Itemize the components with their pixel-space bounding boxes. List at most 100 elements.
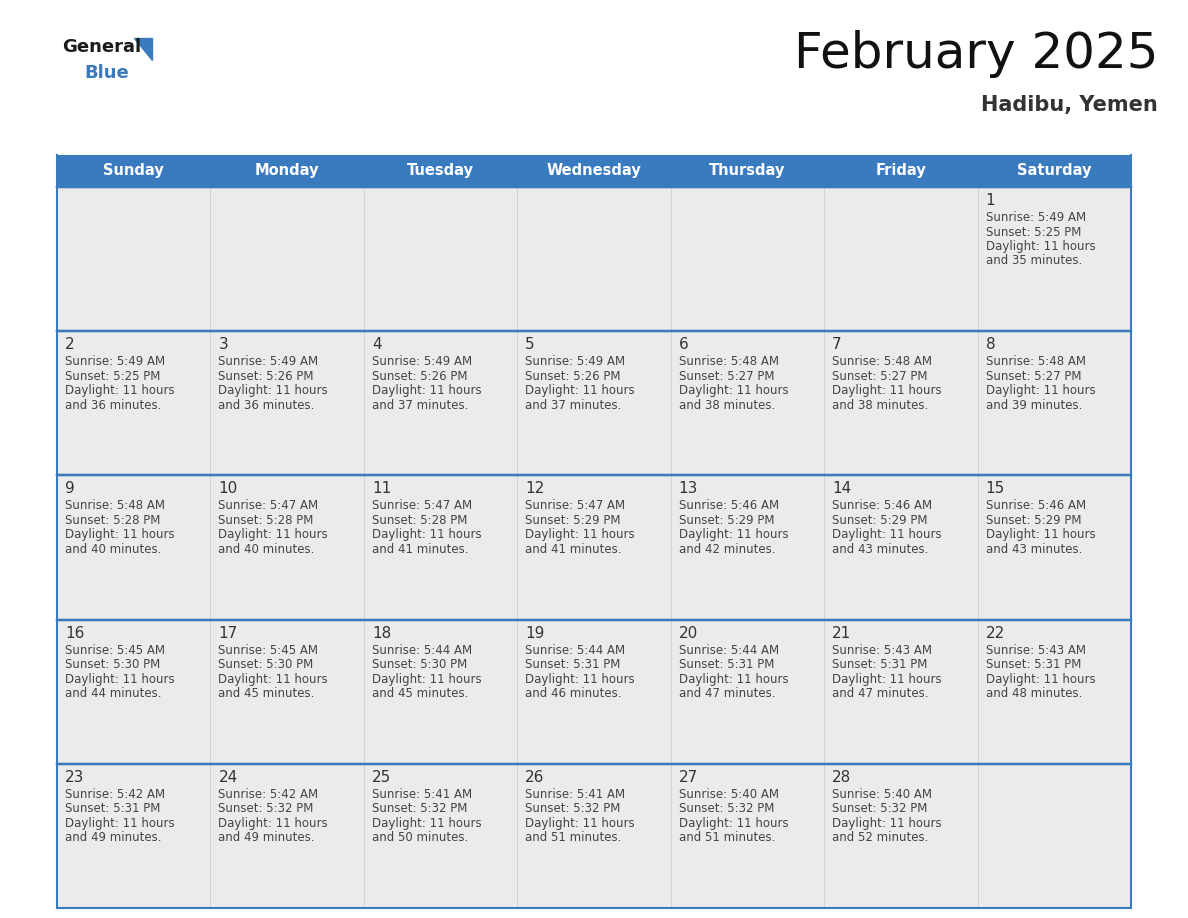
Text: Sunrise: 5:48 AM: Sunrise: 5:48 AM [65,499,165,512]
Text: 13: 13 [678,481,699,497]
Bar [364,620,517,764]
Text: Daylight: 11 hours: Daylight: 11 hours [219,673,328,686]
Text: Daylight: 11 hours: Daylight: 11 hours [832,817,942,830]
Text: 25: 25 [372,770,391,785]
Text: Sunday: Sunday [103,163,164,178]
Text: 26: 26 [525,770,544,785]
Text: Sunset: 5:26 PM: Sunset: 5:26 PM [372,370,467,383]
Text: Daylight: 11 hours: Daylight: 11 hours [372,529,481,542]
Text: and 47 minutes.: and 47 minutes. [832,687,929,700]
Text: Sunset: 5:32 PM: Sunset: 5:32 PM [678,802,775,815]
Text: and 51 minutes.: and 51 minutes. [525,832,621,845]
Text: General: General [62,38,141,56]
Text: Blue: Blue [84,64,128,82]
Text: 1: 1 [986,193,996,208]
Bar [364,155,517,187]
Bar [517,155,671,187]
Text: Sunset: 5:27 PM: Sunset: 5:27 PM [678,370,775,383]
Text: 14: 14 [832,481,852,497]
Bar [824,331,978,476]
Text: Sunrise: 5:40 AM: Sunrise: 5:40 AM [678,788,778,800]
Text: Sunset: 5:30 PM: Sunset: 5:30 PM [219,658,314,671]
Text: and 43 minutes.: and 43 minutes. [832,543,929,556]
Bar [517,620,671,764]
Text: Sunrise: 5:43 AM: Sunrise: 5:43 AM [832,644,933,656]
Text: Sunrise: 5:48 AM: Sunrise: 5:48 AM [832,355,933,368]
Text: Sunrise: 5:44 AM: Sunrise: 5:44 AM [678,644,779,656]
Text: 17: 17 [219,625,238,641]
Text: and 38 minutes.: and 38 minutes. [832,398,928,411]
Text: and 41 minutes.: and 41 minutes. [372,543,468,556]
Text: Sunset: 5:31 PM: Sunset: 5:31 PM [986,658,1081,671]
Bar [364,764,517,908]
Text: Sunrise: 5:44 AM: Sunrise: 5:44 AM [525,644,625,656]
Polygon shape [134,38,152,60]
Bar [210,764,364,908]
Text: Daylight: 11 hours: Daylight: 11 hours [65,529,175,542]
Bar [57,764,210,908]
Text: Daylight: 11 hours: Daylight: 11 hours [525,817,634,830]
Text: Sunset: 5:30 PM: Sunset: 5:30 PM [65,658,160,671]
Text: and 43 minutes.: and 43 minutes. [986,543,1082,556]
Text: Daylight: 11 hours: Daylight: 11 hours [986,240,1095,253]
Bar [671,476,824,620]
Text: and 48 minutes.: and 48 minutes. [986,687,1082,700]
Text: Sunset: 5:32 PM: Sunset: 5:32 PM [525,802,620,815]
Text: Sunrise: 5:45 AM: Sunrise: 5:45 AM [65,644,165,656]
Text: Daylight: 11 hours: Daylight: 11 hours [832,385,942,397]
Bar [978,187,1131,331]
Text: Sunset: 5:25 PM: Sunset: 5:25 PM [986,226,1081,239]
Text: Sunset: 5:26 PM: Sunset: 5:26 PM [525,370,621,383]
Text: and 50 minutes.: and 50 minutes. [372,832,468,845]
Text: February 2025: February 2025 [794,30,1158,78]
Bar [57,187,210,331]
Text: Sunset: 5:28 PM: Sunset: 5:28 PM [219,514,314,527]
Text: Sunrise: 5:46 AM: Sunrise: 5:46 AM [832,499,933,512]
Text: 10: 10 [219,481,238,497]
Text: 12: 12 [525,481,544,497]
Text: Daylight: 11 hours: Daylight: 11 hours [832,673,942,686]
Bar [824,155,978,187]
Bar [671,620,824,764]
Bar [824,187,978,331]
Text: Daylight: 11 hours: Daylight: 11 hours [525,673,634,686]
Text: and 39 minutes.: and 39 minutes. [986,398,1082,411]
Text: 2: 2 [65,337,75,353]
Text: Daylight: 11 hours: Daylight: 11 hours [678,817,789,830]
Text: 27: 27 [678,770,699,785]
Text: 15: 15 [986,481,1005,497]
Text: Daylight: 11 hours: Daylight: 11 hours [986,529,1095,542]
Text: Sunrise: 5:46 AM: Sunrise: 5:46 AM [678,499,779,512]
Text: Thursday: Thursday [709,163,785,178]
Text: Tuesday: Tuesday [407,163,474,178]
Text: 11: 11 [372,481,391,497]
Bar [57,620,210,764]
Bar [978,331,1131,476]
Text: Daylight: 11 hours: Daylight: 11 hours [678,385,789,397]
Text: and 37 minutes.: and 37 minutes. [372,398,468,411]
Text: Sunrise: 5:45 AM: Sunrise: 5:45 AM [219,644,318,656]
Text: Sunset: 5:26 PM: Sunset: 5:26 PM [219,370,314,383]
Text: Sunrise: 5:41 AM: Sunrise: 5:41 AM [372,788,472,800]
Text: Sunrise: 5:41 AM: Sunrise: 5:41 AM [525,788,625,800]
Bar [364,187,517,331]
Text: and 49 minutes.: and 49 minutes. [219,832,315,845]
Bar [210,187,364,331]
Bar [210,476,364,620]
Text: Sunset: 5:27 PM: Sunset: 5:27 PM [986,370,1081,383]
Text: and 40 minutes.: and 40 minutes. [219,543,315,556]
Text: and 47 minutes.: and 47 minutes. [678,687,776,700]
Text: Sunset: 5:29 PM: Sunset: 5:29 PM [678,514,775,527]
Bar [671,331,824,476]
Text: Daylight: 11 hours: Daylight: 11 hours [372,385,481,397]
Text: Sunset: 5:31 PM: Sunset: 5:31 PM [525,658,620,671]
Text: and 36 minutes.: and 36 minutes. [219,398,315,411]
Text: Sunrise: 5:47 AM: Sunrise: 5:47 AM [372,499,472,512]
Text: Daylight: 11 hours: Daylight: 11 hours [65,817,175,830]
Text: and 46 minutes.: and 46 minutes. [525,687,621,700]
Text: and 42 minutes.: and 42 minutes. [678,543,776,556]
Text: Sunrise: 5:49 AM: Sunrise: 5:49 AM [372,355,472,368]
Bar [364,331,517,476]
Bar [364,476,517,620]
Text: Sunrise: 5:46 AM: Sunrise: 5:46 AM [986,499,1086,512]
